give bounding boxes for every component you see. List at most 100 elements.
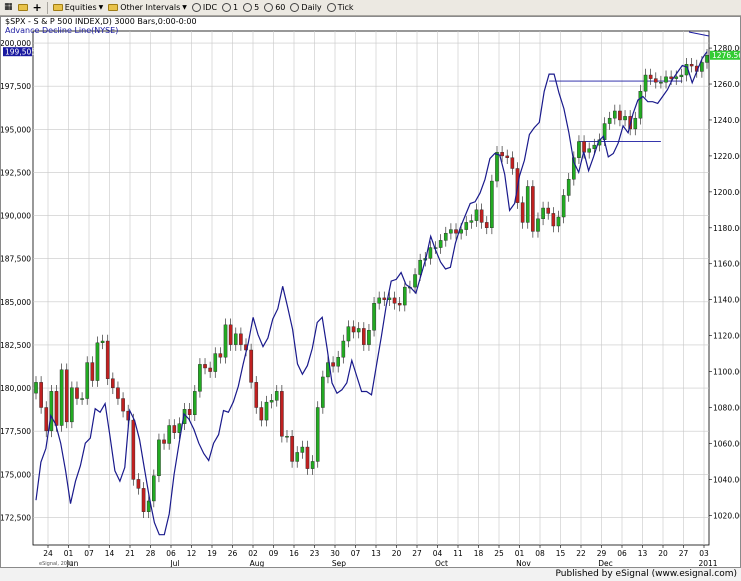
- candle-down: [141, 488, 146, 512]
- interval-60-button[interactable]: 60: [262, 1, 287, 15]
- price-chart[interactable]: 172,500 175,000 177,500 180,000 182,500 185,0…: [1, 17, 740, 567]
- left-tick-label: 200,000: [1, 39, 31, 48]
- interval-1-label: 1: [233, 3, 239, 12]
- x-tick-label: 20: [392, 549, 402, 558]
- right-axis: 1020.00 1040.00 1060.00 1080.00 1100.00 1120.…: [709, 44, 740, 520]
- candle-down: [669, 76, 673, 79]
- daily-button[interactable]: Daily: [288, 1, 323, 15]
- candle-up: [566, 179, 571, 196]
- x-tick-label: 07: [351, 549, 361, 558]
- spx-candles: [34, 48, 709, 519]
- candle-down: [172, 425, 177, 433]
- price-last-value: 1276.56: [712, 51, 740, 60]
- candle-up: [613, 110, 617, 119]
- x-tick-label: 04: [433, 549, 443, 558]
- candle-up: [418, 259, 422, 275]
- x-tick-label: 11: [453, 549, 463, 558]
- month-label: Dec: [598, 559, 613, 567]
- candle-up: [633, 117, 638, 130]
- x-tick-label: 19: [207, 549, 217, 558]
- left-axis: 172,500 175,000 177,500 180,000 182,500 185,0…: [1, 39, 31, 522]
- tick-button[interactable]: Tick: [325, 1, 356, 15]
- x-tick-label: 08: [535, 549, 545, 558]
- x-tick-label: 25: [494, 549, 504, 558]
- x-tick-label: 15: [556, 549, 566, 558]
- x-tick-label: 09: [269, 549, 279, 558]
- interval-5-label: 5: [254, 3, 260, 12]
- candle-up: [428, 247, 433, 259]
- candle-up: [315, 407, 320, 462]
- candle-down: [228, 324, 233, 345]
- intervals-label: Other Intervals: [120, 3, 181, 12]
- candle-up: [356, 328, 361, 333]
- x-tick-label: 13: [638, 549, 648, 558]
- candle-up: [643, 74, 648, 92]
- idc-button[interactable]: IDC: [190, 1, 219, 15]
- x-tick-label: 29: [597, 549, 607, 558]
- chart-icon: ▦: [4, 2, 13, 12]
- clock-icon: [290, 3, 300, 12]
- x-tick-label: 06: [166, 549, 176, 558]
- candle-down: [689, 64, 694, 67]
- right-tick-label: 1140.00: [713, 296, 740, 305]
- add-button[interactable]: +: [31, 1, 44, 15]
- candle-down: [111, 378, 115, 388]
- candle-down: [121, 398, 125, 412]
- candle-up: [34, 382, 38, 394]
- candle-down: [105, 340, 110, 379]
- plot-frame: [32, 30, 710, 546]
- candle-up: [438, 240, 443, 248]
- x-tick-label: 01: [515, 549, 525, 558]
- left-tick-label: 190,000: [1, 212, 31, 221]
- right-tick-label: 1180.00: [713, 224, 740, 233]
- candle-down: [305, 446, 310, 469]
- x-tick-label: 16: [289, 549, 299, 558]
- candle-down: [39, 382, 43, 408]
- folder-button[interactable]: [16, 1, 30, 15]
- candle-down: [454, 229, 458, 234]
- month-label: Nov: [516, 559, 531, 567]
- clock-icon: [243, 3, 253, 12]
- candle-down: [290, 436, 294, 462]
- candle-up: [536, 218, 540, 232]
- chart-panel[interactable]: 172,500 175,000 177,500 180,000 182,500 185,0…: [0, 16, 741, 568]
- candle-up: [198, 364, 202, 392]
- grid: [32, 30, 710, 546]
- x-tick-label: 01: [64, 549, 74, 558]
- equities-label: Equities: [64, 3, 97, 12]
- candle-down: [208, 367, 212, 372]
- candle-up: [100, 340, 105, 344]
- candle-down: [162, 439, 166, 444]
- interval-5-button[interactable]: 5: [241, 1, 261, 15]
- candle-up: [341, 340, 346, 358]
- candle-down: [531, 186, 535, 232]
- watermark: eSignal, 2011: [39, 561, 73, 567]
- candle-down: [280, 391, 284, 437]
- candle-down: [351, 326, 356, 333]
- x-tick-label: 26: [228, 549, 238, 558]
- x-tick-label: 07: [84, 549, 94, 558]
- candle-up: [556, 216, 561, 227]
- candle-up: [346, 326, 351, 342]
- candle-up: [623, 116, 627, 121]
- x-tick-label: 27: [679, 549, 689, 558]
- candle-up: [70, 387, 74, 423]
- chart-title: $SPX - S & P 500 INDEX,D) 3000 Bars,0:00…: [5, 17, 197, 26]
- folder-icon: [108, 4, 119, 11]
- interval-1-button[interactable]: 1: [220, 1, 240, 15]
- candle-down: [331, 362, 335, 367]
- open-chart-button[interactable]: ▦: [2, 1, 15, 15]
- toolbar: ▦ + Equities ▼ Other Intervals ▼ IDC 1 5…: [0, 0, 741, 16]
- left-tick-label: 175,000: [1, 470, 31, 479]
- candle-down: [551, 213, 556, 227]
- clock-icon: [326, 3, 336, 12]
- left-tick-label: 197,500: [1, 82, 31, 91]
- plus-icon: +: [32, 1, 42, 14]
- intervals-dropdown[interactable]: Other Intervals ▼: [106, 1, 189, 15]
- equities-dropdown[interactable]: Equities ▼: [51, 1, 106, 15]
- idc-label: IDC: [202, 3, 218, 12]
- interval-60-label: 60: [275, 3, 286, 12]
- left-tick-label: 187,500: [1, 255, 31, 264]
- candle-up: [474, 209, 479, 221]
- corner-trend-line: [688, 31, 710, 37]
